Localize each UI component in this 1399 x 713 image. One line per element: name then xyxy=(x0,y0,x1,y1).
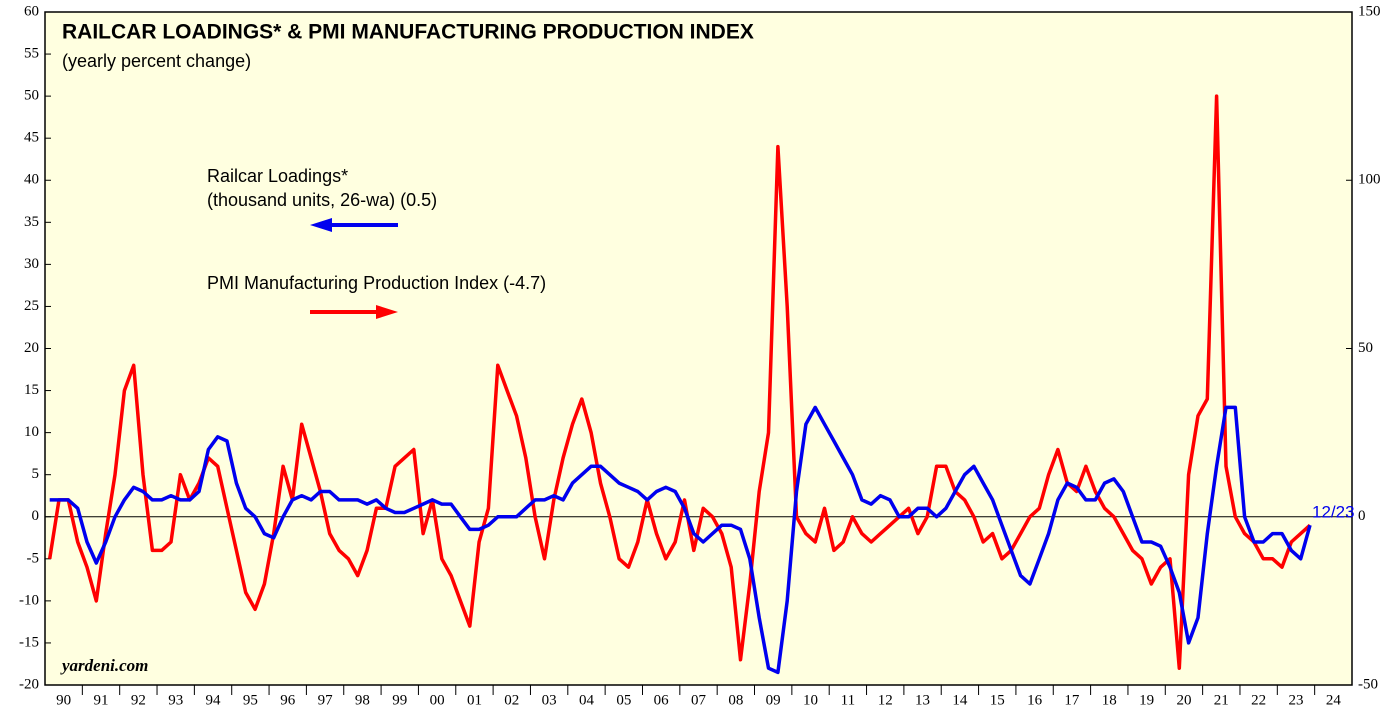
x-tick-label: 24 xyxy=(1326,692,1342,708)
x-tick-label: 08 xyxy=(728,692,743,708)
x-tick-label: 94 xyxy=(206,692,222,708)
x-tick-label: 12 xyxy=(878,692,893,708)
y-tick-label: 15 xyxy=(24,382,39,398)
x-tick-label: 91 xyxy=(94,692,109,708)
x-tick-label: 90 xyxy=(56,692,71,708)
y-tick-label: 10 xyxy=(24,424,39,440)
y-tick-label: 45 xyxy=(24,130,39,146)
x-tick-label: 97 xyxy=(318,692,334,708)
legend-label: PMI Manufacturing Production Index (-4.7… xyxy=(207,273,546,293)
x-tick-label: 16 xyxy=(1027,692,1043,708)
y-tick-label: 40 xyxy=(24,172,39,188)
y2-tick-label: 0 xyxy=(1358,508,1366,524)
x-tick-label: 07 xyxy=(691,692,707,708)
x-tick-label: 99 xyxy=(392,692,407,708)
plot-area xyxy=(44,11,1353,686)
y2-tick-label: 150 xyxy=(1358,3,1381,19)
x-tick-label: 18 xyxy=(1102,692,1117,708)
x-tick-label: 02 xyxy=(504,692,519,708)
x-tick-label: 17 xyxy=(1064,692,1080,708)
y-tick-label: 50 xyxy=(24,88,39,104)
y2-tick-label: 100 xyxy=(1358,172,1381,188)
y-tick-label: -15 xyxy=(19,634,39,650)
x-tick-label: 05 xyxy=(616,692,631,708)
x-tick-label: 96 xyxy=(280,692,296,708)
legend-label: (thousand units, 26-wa) (0.5) xyxy=(207,190,437,210)
y-tick-label: 0 xyxy=(32,508,40,524)
legend-arrow-head xyxy=(310,218,332,232)
y-tick-label: 35 xyxy=(24,214,39,230)
legend-arrow-head xyxy=(376,305,398,319)
x-tick-label: 11 xyxy=(841,692,855,708)
x-tick-label: 21 xyxy=(1214,692,1229,708)
y-tick-label: -10 xyxy=(19,592,39,608)
x-tick-label: 06 xyxy=(654,692,670,708)
x-tick-label: 01 xyxy=(467,692,482,708)
x-tick-label: 04 xyxy=(579,692,595,708)
y-tick-label: 55 xyxy=(24,46,39,62)
y-tick-label: 25 xyxy=(24,298,39,314)
end-label: 12/23 xyxy=(1312,502,1355,521)
x-tick-label: 13 xyxy=(915,692,930,708)
x-tick-label: 20 xyxy=(1176,692,1191,708)
y-tick-label: 60 xyxy=(24,3,39,19)
x-tick-label: 09 xyxy=(766,692,781,708)
y2-tick-label: -50 xyxy=(1358,676,1378,692)
watermark: yardeni.com xyxy=(60,656,148,675)
x-tick-label: 95 xyxy=(243,692,258,708)
x-tick-label: 19 xyxy=(1139,692,1154,708)
y2-tick-label: 50 xyxy=(1358,340,1373,356)
legend-label: Railcar Loadings* xyxy=(207,166,348,186)
x-tick-label: 15 xyxy=(990,692,1005,708)
y-tick-label: 5 xyxy=(32,466,40,482)
x-tick-label: 03 xyxy=(542,692,557,708)
x-tick-label: 10 xyxy=(803,692,818,708)
y-tick-label: 20 xyxy=(24,340,39,356)
x-tick-label: 93 xyxy=(168,692,183,708)
chart-title: RAILCAR LOADINGS* & PMI MANUFACTURING PR… xyxy=(62,21,754,44)
x-tick-label: 92 xyxy=(131,692,146,708)
series-line xyxy=(49,405,1312,675)
series-line xyxy=(47,94,1312,670)
x-tick-label: 00 xyxy=(430,692,445,708)
y-tick-label: 30 xyxy=(24,256,39,272)
y-tick-label: -20 xyxy=(19,676,39,692)
chart-subtitle: (yearly percent change) xyxy=(62,51,251,71)
x-tick-label: 98 xyxy=(355,692,370,708)
x-tick-label: 14 xyxy=(952,692,968,708)
y-tick-label: -5 xyxy=(27,550,40,566)
x-tick-label: 22 xyxy=(1251,692,1266,708)
x-tick-label: 23 xyxy=(1288,692,1303,708)
